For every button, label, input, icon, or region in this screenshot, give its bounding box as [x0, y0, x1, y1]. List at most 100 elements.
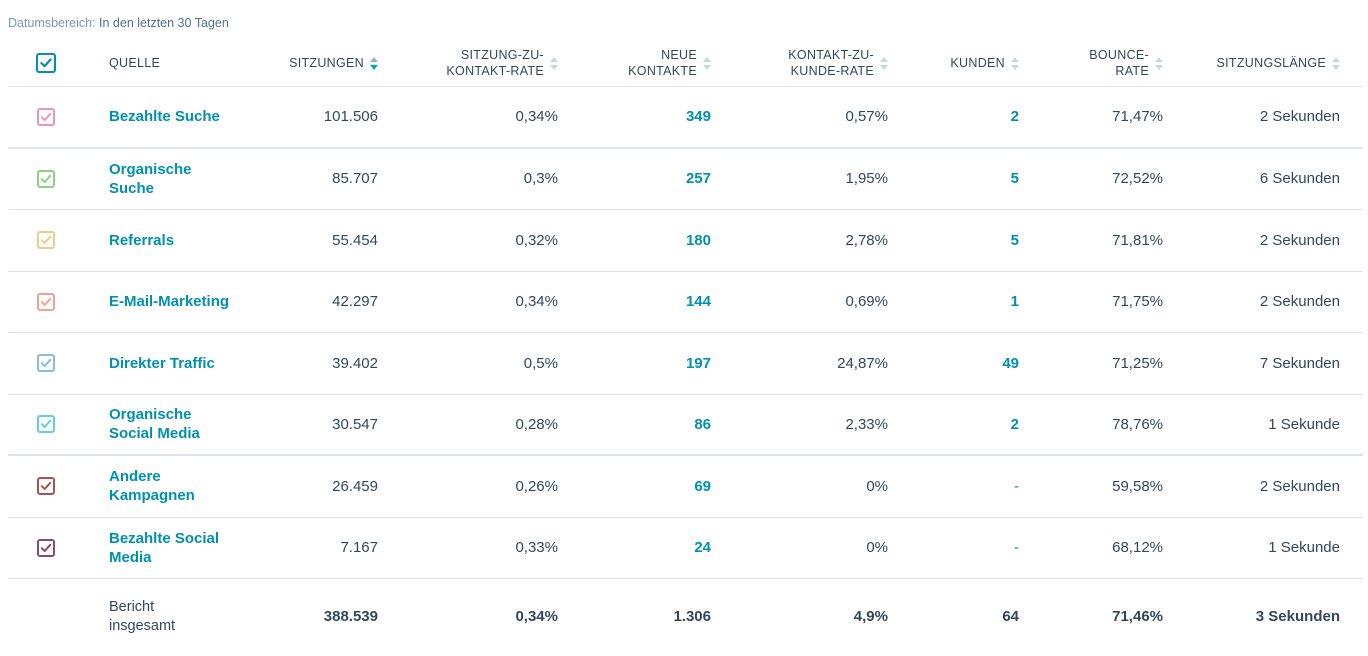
row-checkbox[interactable]: [37, 292, 55, 311]
check-icon: [40, 297, 52, 306]
customers-link: -: [1014, 477, 1019, 495]
table-body: Bezahlte Suche 101.506 0,34% 349 0,57% 2 71,47…: [8, 87, 1363, 579]
check-icon: [40, 112, 52, 121]
sort-icon[interactable]: [550, 56, 558, 70]
row-checkbox[interactable]: [37, 415, 55, 434]
source-link[interactable]: Referrals: [109, 231, 174, 250]
date-range-label: Datumsbereich:: [8, 16, 96, 30]
sessions-value: 101.506: [323, 108, 378, 126]
check-icon: [40, 58, 52, 68]
new-contacts-link[interactable]: 257: [685, 170, 711, 188]
sessions-value: 39.402: [332, 354, 378, 372]
source-cell[interactable]: Bezahlte Suche: [109, 87, 269, 147]
customers-link[interactable]: 2: [1010, 415, 1019, 433]
customers-link[interactable]: 5: [1010, 231, 1019, 249]
source-link[interactable]: E-Mail-Marketing: [109, 292, 229, 311]
row-checkbox-cell: [34, 456, 58, 517]
row-checkbox[interactable]: [37, 354, 55, 373]
row-checkbox[interactable]: [37, 538, 55, 557]
source-link[interactable]: Bezahlte Social Media: [109, 529, 219, 567]
total-label-cell: Bericht insgesamt: [109, 579, 269, 654]
new-contacts-link[interactable]: 349: [685, 108, 711, 126]
column-session-contact-rate-label-2: KONTAKT-RATE: [446, 64, 544, 78]
bounce-rate-value: 71,81%: [1112, 231, 1163, 249]
total-bounce-rate: 71,46%: [1112, 608, 1163, 625]
column-session-length[interactable]: SITZUNGSLÄNGE: [1168, 40, 1340, 86]
sort-icon[interactable]: [880, 56, 888, 70]
customers-link: -: [1014, 539, 1019, 557]
table-row: Bezahlte Social Media 7.167 0,33% 24 0% - 68,12…: [8, 518, 1363, 579]
row-checkbox[interactable]: [37, 477, 55, 496]
session-length-value: 6 Sekunden: [1259, 170, 1340, 188]
column-new-contacts[interactable]: NEUE KONTAKTE: [568, 40, 711, 86]
source-cell[interactable]: E-Mail-Marketing: [109, 272, 269, 333]
sort-icon[interactable]: [370, 56, 378, 70]
bounce-rate-value: 72,52%: [1112, 170, 1163, 188]
column-contact-customer-rate-label-1: KONTAKT-ZU-: [788, 48, 874, 62]
new-contacts-link[interactable]: 86: [694, 415, 711, 433]
new-contacts-link[interactable]: 24: [694, 539, 711, 557]
source-cell[interactable]: Direkter Traffic: [109, 333, 269, 394]
contact-customer-rate-value: 24,87%: [837, 354, 888, 372]
source-link[interactable]: Direkter Traffic: [109, 354, 215, 373]
source-link[interactable]: Organische Social Media: [109, 405, 200, 443]
sort-icon[interactable]: [1332, 56, 1340, 70]
select-all-checkbox[interactable]: [36, 53, 56, 73]
customers-link[interactable]: 5: [1010, 170, 1019, 188]
table-header: QUELLE SITZUNGEN SITZUNG-ZU- KONTAKT-RAT…: [8, 40, 1363, 87]
column-sessions-label: SITZUNGEN: [289, 56, 364, 70]
customers-link[interactable]: 2: [1010, 108, 1019, 126]
column-session-contact-rate-label-1: SITZUNG-ZU-: [460, 48, 544, 62]
column-new-contacts-label-2: KONTAKTE: [628, 64, 697, 78]
new-contacts-link[interactable]: 69: [694, 477, 711, 495]
column-contact-customer-rate[interactable]: KONTAKT-ZU- KUNDE-RATE: [718, 40, 888, 86]
bounce-rate-value: 78,76%: [1112, 415, 1163, 433]
source-cell[interactable]: Organische Suche: [109, 149, 269, 210]
column-source-label: QUELLE: [109, 56, 161, 70]
bounce-rate-value: 71,75%: [1112, 293, 1163, 311]
session-length-value: 1 Sekunde: [1268, 539, 1340, 557]
column-bounce-rate-label-1: BOUNCE-: [1089, 48, 1149, 62]
sort-icon[interactable]: [1155, 56, 1163, 70]
column-source[interactable]: QUELLE: [109, 40, 269, 86]
customers-link[interactable]: 49: [1002, 354, 1019, 372]
column-session-contact-rate[interactable]: SITZUNG-ZU- KONTAKT-RATE: [388, 40, 558, 86]
row-checkbox-cell: [34, 149, 58, 210]
total-contact-customer-rate: 4,9%: [853, 608, 888, 625]
source-link[interactable]: Andere Kampagnen: [109, 467, 195, 505]
row-checkbox[interactable]: [37, 169, 55, 188]
check-icon: [40, 482, 52, 491]
session-length-value: 2 Sekunden: [1259, 477, 1340, 495]
source-cell[interactable]: Bezahlte Social Media: [109, 518, 269, 579]
date-range-value: In den letzten 30 Tagen: [99, 16, 229, 30]
new-contacts-link[interactable]: 180: [685, 231, 711, 249]
sort-icon[interactable]: [703, 56, 711, 70]
column-sessions[interactable]: SITZUNGEN: [238, 40, 378, 86]
source-link[interactable]: Bezahlte Suche: [109, 107, 220, 126]
session-contact-rate-value: 0,26%: [515, 477, 558, 495]
table-row: Referrals 55.454 0,32% 180 2,78% 5 71,81% 2 Sek…: [8, 210, 1363, 272]
table-row: E-Mail-Marketing 42.297 0,34% 144 0,69% 1 71,7…: [8, 272, 1363, 333]
sessions-value: 42.297: [332, 293, 378, 311]
source-name-line-2: Suche: [109, 179, 155, 197]
total-sessions: 388.539: [323, 608, 378, 625]
source-cell[interactable]: Andere Kampagnen: [109, 456, 269, 517]
bounce-rate-value: 59,58%: [1112, 477, 1163, 495]
column-customers[interactable]: KUNDEN: [888, 40, 1019, 86]
new-contacts-link[interactable]: 197: [685, 354, 711, 372]
source-cell[interactable]: Referrals: [109, 210, 269, 271]
column-bounce-rate[interactable]: BOUNCE- RATE: [1023, 40, 1163, 86]
customers-link[interactable]: 1: [1010, 293, 1019, 311]
sort-icon[interactable]: [1011, 56, 1019, 70]
source-name-line-2: Media: [109, 548, 152, 566]
source-cell[interactable]: Organische Social Media: [109, 395, 269, 455]
column-session-length-label: SITZUNGSLÄNGE: [1216, 56, 1326, 70]
total-label-1: Bericht: [109, 598, 155, 615]
column-bounce-rate-label-2: RATE: [1115, 64, 1149, 78]
row-checkbox-cell: [34, 87, 58, 147]
source-link[interactable]: Organische Suche: [109, 160, 192, 198]
row-checkbox[interactable]: [37, 107, 55, 126]
new-contacts-link[interactable]: 144: [685, 293, 711, 311]
row-checkbox[interactable]: [37, 231, 55, 250]
source-name-line-1: E-Mail-Marketing: [109, 293, 230, 311]
